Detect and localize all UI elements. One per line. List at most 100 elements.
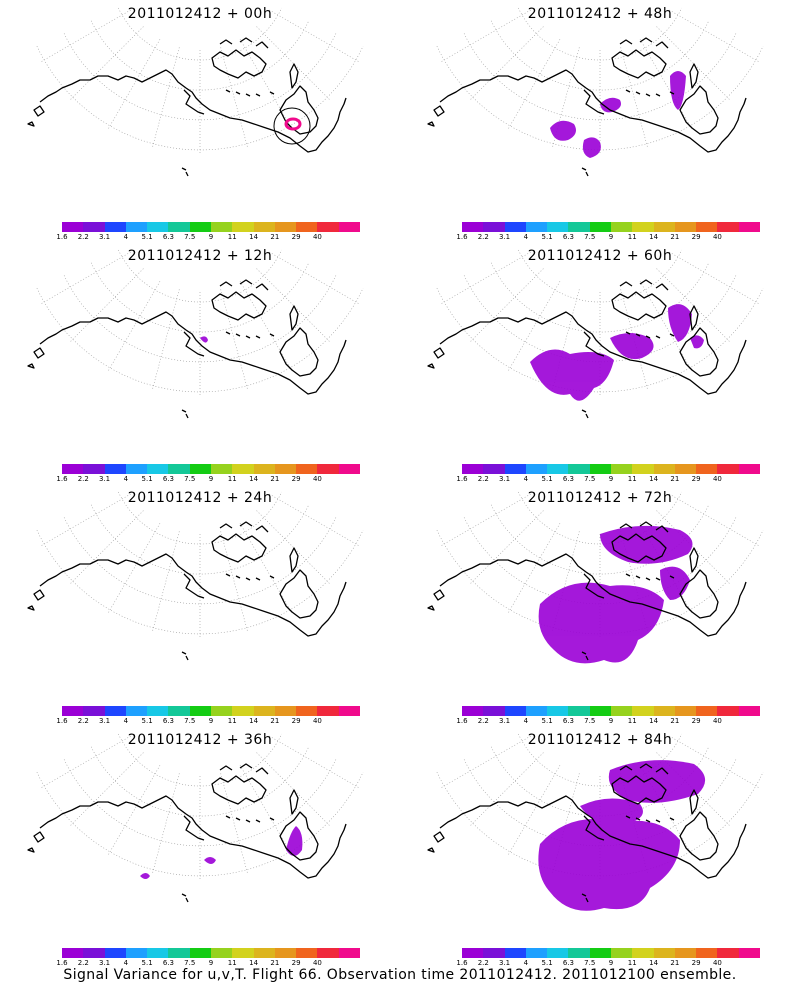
colorbar-swatch [674,222,697,232]
colorbar-label: 6.3 [562,717,574,725]
colorbar-swatch [632,464,654,474]
colorbar-label: 3.1 [499,475,511,483]
colorbar-label: 1.6 [56,233,68,241]
colorbar-label: 5.1 [141,959,153,967]
polar-map-84h [427,733,764,911]
colorbar-swatch [653,464,675,474]
colorbar: 1.6 2.2 3.1 4 5.1 6.3 7.5 9 11 14 21 29 40 [456,222,760,244]
colorbar-swatch [483,464,505,474]
colorbar-label: 7.5 [584,717,596,725]
colorbar-label: 5.1 [141,717,153,725]
colorbar-label: 5.1 [541,959,553,967]
colorbar-swatch [253,464,275,474]
colorbar-label: 3.1 [99,959,111,967]
polar-map-12h [27,249,364,419]
colorbar-label: 2.2 [477,717,489,725]
graticule [36,249,364,396]
coastlines [27,521,347,661]
colorbar-swatch [125,706,148,716]
colorbar-label: 29 [291,475,301,483]
signal-variance-shading [200,336,208,343]
colorbar-swatch [525,948,548,958]
colorbar-label: 14 [649,959,659,967]
graticule [36,733,364,880]
panel-title: 2011012412 + 72h [527,490,673,506]
colorbar-swatch [338,464,360,474]
colorbar-swatch [62,464,84,474]
colorbar-label: 4 [123,233,129,241]
colorbar-label: 40 [712,959,722,967]
colorbar-label: 40 [312,233,322,241]
colorbar-swatch [462,222,484,232]
colorbar-swatch [232,948,254,958]
colorbar-swatch [504,222,526,232]
colorbar-swatch [83,948,105,958]
colorbar-swatch [568,464,590,474]
colorbar-swatch [568,948,590,958]
colorbar-swatch [296,948,318,958]
colorbar-swatch [547,706,569,716]
colorbar-label: 14 [249,475,259,483]
colorbar-swatch [674,706,697,716]
map-panel-12h: 2011012412 + 12h 1.6 2.2 3.1 4 5.1 6.3 7.5 9 11 14… [0,242,400,483]
signal-variance-shading [538,525,693,664]
colorbar-label: 11 [627,717,637,725]
colorbar-swatch [104,706,126,716]
colorbar-swatch [462,948,484,958]
observation-target [273,107,311,145]
colorbar-swatch [738,948,760,958]
map-panel-36h: 2011012412 + 36h 1.6 2.2 3.1 4 5.1 6.3 7.5 9 11 14… [0,726,400,967]
colorbar-label: 3.1 [499,959,511,967]
polar-map-36h [27,733,364,903]
colorbar-swatch [610,948,633,958]
colorbar-label: 6.3 [162,475,174,483]
colorbar-swatch [104,222,126,232]
colorbar-label: 7.5 [184,233,196,241]
colorbar-swatch [589,948,611,958]
colorbar-label: 1.6 [456,717,468,725]
colorbar-label: 21 [270,717,280,725]
colorbar-swatch [338,948,360,958]
colorbar-label: 6.3 [162,959,174,967]
colorbar-label: 40 [312,717,322,725]
colorbar-swatch [83,464,105,474]
coastlines [27,763,347,903]
coastlines [427,521,747,661]
colorbar-label: 4 [123,717,129,725]
colorbar-swatch [253,948,275,958]
colorbar-label: 2.2 [77,233,89,241]
colorbar-label: 11 [627,233,637,241]
colorbar-label: 14 [649,233,659,241]
map-panel-84h: 2011012412 + 84h 1.6 2.2 3.1 4 5.1 6.3 7.5 9 11 14… [400,726,800,967]
colorbar-swatch [504,464,526,474]
colorbar-swatch [189,948,211,958]
colorbar: 1.6 2.2 3.1 4 5.1 6.3 7.5 9 11 14 21 29 40 [456,706,760,728]
colorbar-swatch [610,706,633,716]
colorbar-label: 9 [608,475,614,483]
colorbar-label: 3.1 [499,717,511,725]
colorbar-swatch [547,948,569,958]
coastlines [427,279,747,419]
coastlines [27,37,347,177]
colorbar-swatch [189,464,211,474]
colorbar-swatch [232,464,254,474]
colorbar-swatch [525,222,548,232]
polar-map-24h [27,491,364,661]
colorbar-swatch [147,706,169,716]
colorbar-label: 11 [227,233,237,241]
map-panel-48h: 2011012412 + 48h 1.6 2.2 3.1 4 5.1 6.3 7.5 9 11 14… [400,0,800,241]
colorbar-label: 29 [291,233,301,241]
colorbar-label: 21 [670,475,680,483]
colorbar-label: 21 [670,959,680,967]
colorbar-label: 29 [691,233,701,241]
colorbar-label: 7.5 [184,475,196,483]
colorbar-label: 29 [291,959,301,967]
colorbar-swatch [232,706,254,716]
colorbar-swatch [738,464,760,474]
colorbar-swatch [317,464,339,474]
colorbar-swatch [338,222,360,232]
colorbar-swatch [296,464,318,474]
colorbar-swatch [738,706,760,716]
colorbar-label: 5.1 [141,475,153,483]
coastlines [27,279,347,419]
